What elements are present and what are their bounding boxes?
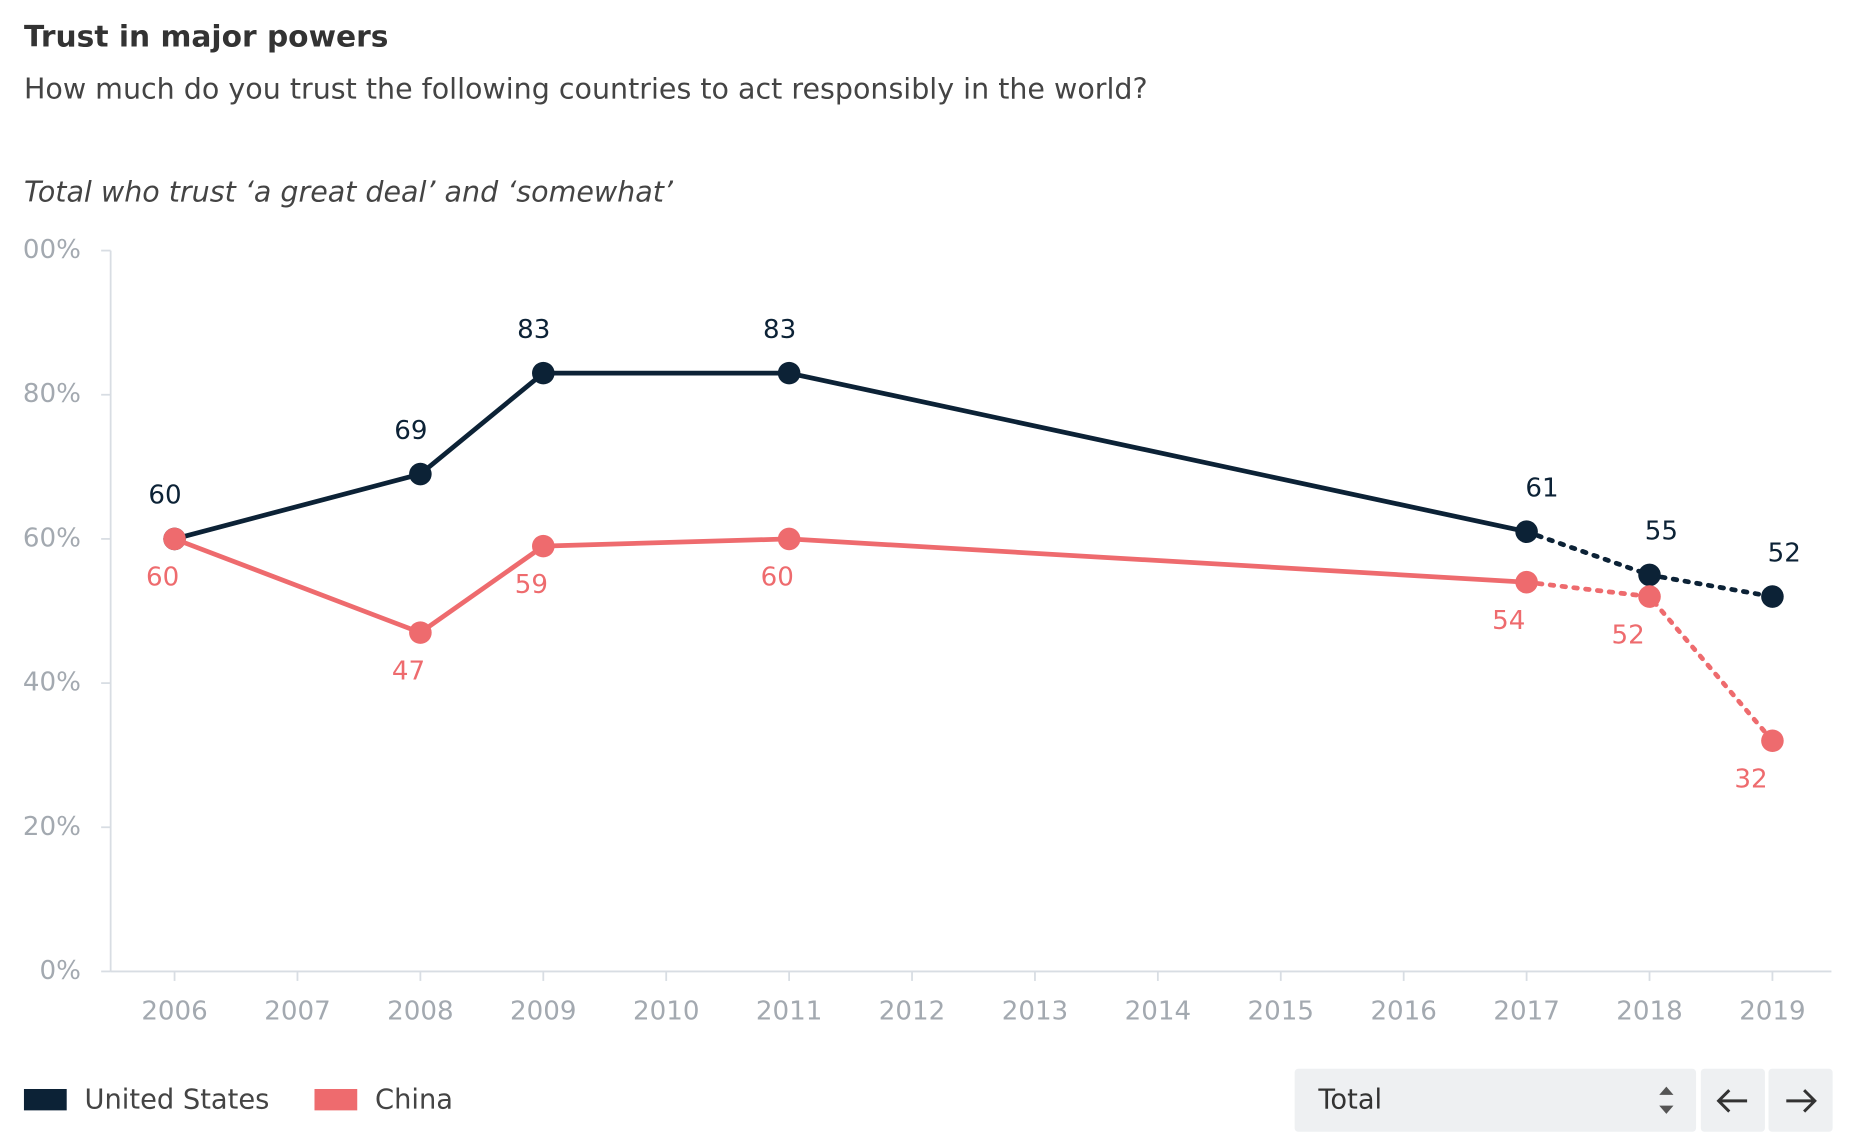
x-tick-label: 2007: [264, 996, 330, 1026]
point: [777, 527, 801, 551]
point: [1761, 729, 1784, 753]
series-line: [173, 536, 1527, 636]
y-tick-label: 20%: [23, 812, 81, 842]
series-line: [173, 370, 1528, 542]
legend-swatch: [314, 1088, 358, 1111]
data-label: 47: [392, 656, 425, 686]
data-label: 69: [394, 416, 427, 446]
data-label: 83: [517, 315, 550, 345]
x-tick-label: 2009: [510, 996, 576, 1026]
y-tick-label: 60%: [23, 523, 81, 553]
x-tick-label: 2014: [1125, 996, 1191, 1026]
y-tick-label: 40%: [23, 668, 81, 698]
data-label: 60: [148, 481, 181, 511]
chart-subtitle: How much do you trust the following coun…: [24, 72, 1148, 105]
x-tick-label: 2015: [1248, 996, 1314, 1026]
x-tick-label: 2018: [1616, 996, 1682, 1026]
data-label: 83: [763, 315, 796, 345]
arrow-right-icon: [1786, 1089, 1817, 1113]
x-tick-label: 2006: [141, 996, 207, 1026]
data-label: 54: [1492, 606, 1525, 636]
x-tick-label: 2017: [1493, 996, 1559, 1026]
data-label: 55: [1645, 517, 1678, 547]
point: [163, 527, 186, 551]
point: [777, 361, 801, 385]
data-label: 32: [1734, 764, 1767, 794]
legend-swatch: [23, 1088, 67, 1111]
point: [532, 534, 555, 558]
point: [409, 462, 432, 486]
data-label: 61: [1525, 473, 1558, 503]
data-label: 52: [1612, 620, 1645, 650]
x-tick-label: 2019: [1739, 996, 1805, 1026]
x-tick-label: 2010: [633, 996, 699, 1026]
select-control[interactable]: Total: [1294, 1068, 1697, 1132]
prev-button[interactable]: [1700, 1068, 1765, 1132]
point: [1761, 585, 1784, 608]
select-value: Total: [1317, 1084, 1382, 1115]
x-tick-label: 2013: [1002, 996, 1068, 1026]
x-tick-label: 2011: [756, 996, 822, 1026]
point: [1515, 570, 1538, 594]
x-tick-label: 2012: [879, 996, 945, 1026]
y-tick-label: 80%: [23, 379, 81, 409]
select-box[interactable]: [1294, 1068, 1697, 1132]
point: [409, 621, 432, 644]
x-tick-label: 2008: [387, 996, 453, 1026]
y-tick-label: 00%: [23, 235, 81, 265]
legend-label: China: [375, 1084, 453, 1115]
x-tick-label: 2016: [1370, 996, 1436, 1026]
data-label: 60: [761, 563, 794, 593]
point: [1638, 563, 1661, 587]
y-tick-label: 0%: [40, 956, 81, 986]
arrow-left-icon: [1716, 1089, 1748, 1113]
chart-title: Trust in major powers: [24, 19, 388, 54]
data-label: 59: [515, 570, 548, 600]
y-axis-label: Total who trust ‘a great deal’ and ‘some…: [24, 176, 674, 209]
point: [532, 361, 555, 385]
data-label: 52: [1768, 538, 1801, 568]
next-button[interactable]: [1768, 1068, 1833, 1132]
point: [1515, 520, 1538, 543]
legend-label: United States: [85, 1084, 270, 1115]
select-icon: [1659, 1086, 1674, 1114]
data-label: 60: [146, 563, 179, 593]
point: [1638, 585, 1661, 608]
